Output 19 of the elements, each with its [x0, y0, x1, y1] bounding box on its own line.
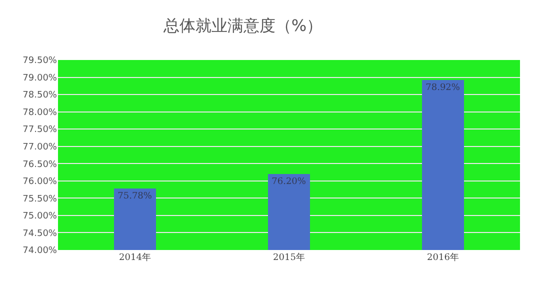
x-tick-label: 2016年 [427, 252, 459, 263]
data-label: 75.78% [118, 192, 152, 202]
y-tick-label: 79.00% [22, 73, 58, 84]
x-tick-label: 2014年 [119, 252, 151, 263]
y-tick-label: 78.00% [22, 108, 58, 118]
y-tick-label: 76.00% [22, 177, 58, 188]
data-label: 76.20% [272, 177, 306, 187]
y-tick-label: 79.50% [22, 56, 58, 66]
y-tick-label: 76.50% [22, 160, 58, 170]
y-tick-label: 78.50% [22, 90, 58, 101]
y-tick-label: 75.00% [22, 212, 58, 222]
y-tick-label: 74.50% [22, 228, 58, 239]
y-tick-label: 77.50% [22, 125, 58, 136]
y-tick-label: 77.00% [22, 142, 58, 153]
data-label: 78.92% [426, 83, 460, 94]
y-tick-label: 75.50% [22, 194, 58, 204]
x-tick-label: 2015年 [273, 252, 305, 263]
chart-title: 总体就业满意度（%） [162, 16, 323, 35]
y-tick-label: 74.00% [22, 246, 58, 256]
